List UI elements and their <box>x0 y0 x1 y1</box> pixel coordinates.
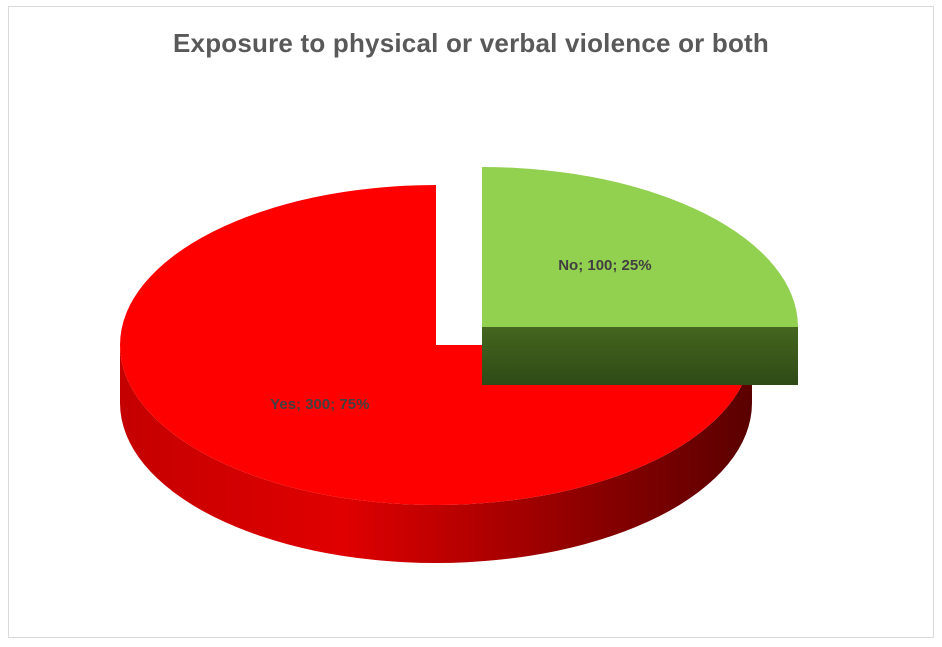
slice-yes-side <box>120 345 752 563</box>
slice-no-side <box>482 327 798 385</box>
slice-no <box>482 167 798 327</box>
label-no: No; 100; 25% <box>558 257 651 274</box>
label-yes: Yes; 300; 75% <box>270 396 369 413</box>
chart-title: Exposure to physical or verbal violence … <box>173 28 769 58</box>
slice-yes <box>120 185 752 505</box>
